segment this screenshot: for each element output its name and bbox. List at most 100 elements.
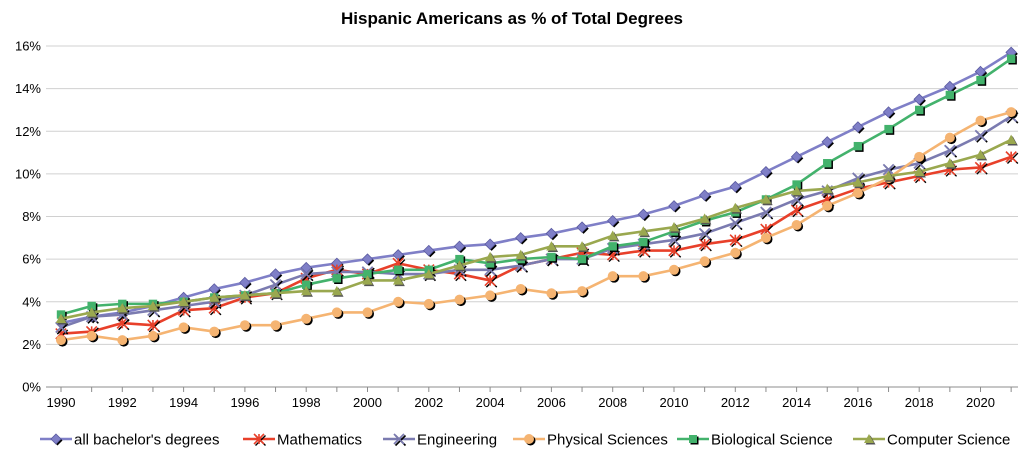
- marker-shape: [698, 227, 711, 240]
- x-tick-label: 2016: [843, 395, 872, 410]
- diamond-marker: [545, 227, 559, 241]
- marker-shape: [821, 136, 834, 148]
- marker-shape: [485, 290, 496, 301]
- marker-shape: [760, 165, 772, 178]
- triangle-marker: [791, 185, 804, 197]
- marker-shape: [974, 129, 987, 142]
- x-tick-label: 1998: [292, 395, 321, 410]
- marker-shape: [453, 240, 466, 253]
- y-tick-label: 12%: [15, 124, 41, 139]
- marker-shape: [117, 335, 128, 346]
- marker-shape: [792, 180, 801, 189]
- marker-shape: [454, 294, 465, 305]
- triangle-marker: [944, 158, 957, 169]
- marker-shape: [729, 180, 742, 193]
- diamond-marker: [698, 189, 712, 202]
- circle-marker: [209, 326, 221, 339]
- marker-shape: [239, 290, 251, 300]
- marker-shape: [239, 276, 251, 289]
- marker-shape: [576, 221, 588, 233]
- square-marker: [639, 237, 650, 248]
- diamond-marker: [50, 433, 63, 446]
- legend-item: Biological Science: [677, 432, 833, 449]
- triangle-marker: [576, 241, 589, 253]
- triangle-marker: [1005, 134, 1018, 146]
- x-tick-label: 1992: [108, 395, 137, 410]
- triangle-marker: [484, 251, 497, 263]
- marker-shape: [577, 254, 587, 264]
- marker-shape: [852, 177, 864, 187]
- series-biological-science: [56, 54, 1017, 321]
- x-tick-label: 2014: [782, 395, 811, 410]
- marker-shape: [362, 275, 373, 285]
- x-tick-label: 2020: [966, 395, 995, 410]
- triangle-marker: [392, 275, 405, 287]
- legend-item: Mathematics: [243, 432, 362, 449]
- marker-shape: [484, 238, 496, 250]
- marker-shape: [209, 326, 220, 337]
- marker-shape: [577, 286, 588, 297]
- marker-shape: [147, 319, 159, 331]
- circle-marker: [638, 271, 650, 283]
- square-marker: [302, 280, 312, 291]
- legend-label: Computer Science: [887, 432, 1010, 449]
- triangle-marker: [864, 434, 876, 445]
- circle-marker: [454, 294, 466, 307]
- marker-shape: [484, 251, 496, 262]
- series-line: [60, 138, 1012, 321]
- marker-shape: [515, 249, 526, 260]
- star-marker: [1005, 151, 1019, 165]
- x-marker: [944, 144, 958, 158]
- y-tick-label: 4%: [22, 294, 41, 309]
- marker-shape: [392, 275, 404, 285]
- marker-shape: [253, 433, 265, 445]
- marker-shape: [729, 217, 742, 229]
- marker-shape: [698, 189, 711, 201]
- circle-marker: [86, 330, 99, 343]
- marker-shape: [699, 213, 710, 223]
- legend-item: Physical Sciences: [513, 432, 668, 449]
- marker-shape: [239, 320, 250, 331]
- circle-marker: [301, 313, 313, 326]
- marker-shape: [914, 151, 925, 162]
- marker-shape: [86, 307, 97, 317]
- marker-shape: [822, 200, 833, 211]
- marker-shape: [484, 274, 496, 287]
- square-marker: [976, 75, 987, 86]
- diamond-marker: [790, 151, 804, 164]
- triangle-marker: [638, 226, 651, 238]
- marker-shape: [975, 149, 986, 159]
- marker-shape: [791, 220, 802, 231]
- marker-shape: [86, 330, 97, 341]
- diamond-marker: [821, 136, 834, 149]
- marker-shape: [975, 115, 986, 126]
- marker-shape: [393, 265, 403, 274]
- marker-shape: [668, 221, 680, 232]
- triangle-marker: [760, 194, 773, 206]
- x-tick-label: 2002: [414, 395, 443, 410]
- circle-marker: [577, 286, 589, 298]
- marker-shape: [976, 75, 985, 85]
- y-tick-label: 10%: [15, 166, 41, 181]
- y-tick-label: 0%: [22, 380, 41, 395]
- x-tick-label: 2000: [353, 395, 382, 410]
- marker-shape: [864, 434, 874, 443]
- series-line: [60, 110, 1012, 342]
- circle-marker: [331, 307, 344, 319]
- x-tick-label: 1994: [169, 395, 198, 410]
- x-marker: [974, 129, 988, 143]
- marker-shape: [608, 242, 617, 251]
- marker-shape: [514, 232, 527, 244]
- circle-marker: [393, 296, 405, 309]
- triangle-marker: [362, 275, 375, 287]
- marker-shape: [760, 223, 772, 236]
- marker-shape: [331, 307, 342, 318]
- marker-shape: [822, 183, 833, 193]
- diamond-marker: [269, 268, 283, 281]
- marker-shape: [668, 244, 680, 257]
- marker-shape: [56, 335, 66, 346]
- star-marker: [698, 238, 712, 252]
- triangle-marker: [607, 230, 620, 242]
- square-marker: [915, 105, 925, 116]
- triangle-marker: [270, 288, 283, 299]
